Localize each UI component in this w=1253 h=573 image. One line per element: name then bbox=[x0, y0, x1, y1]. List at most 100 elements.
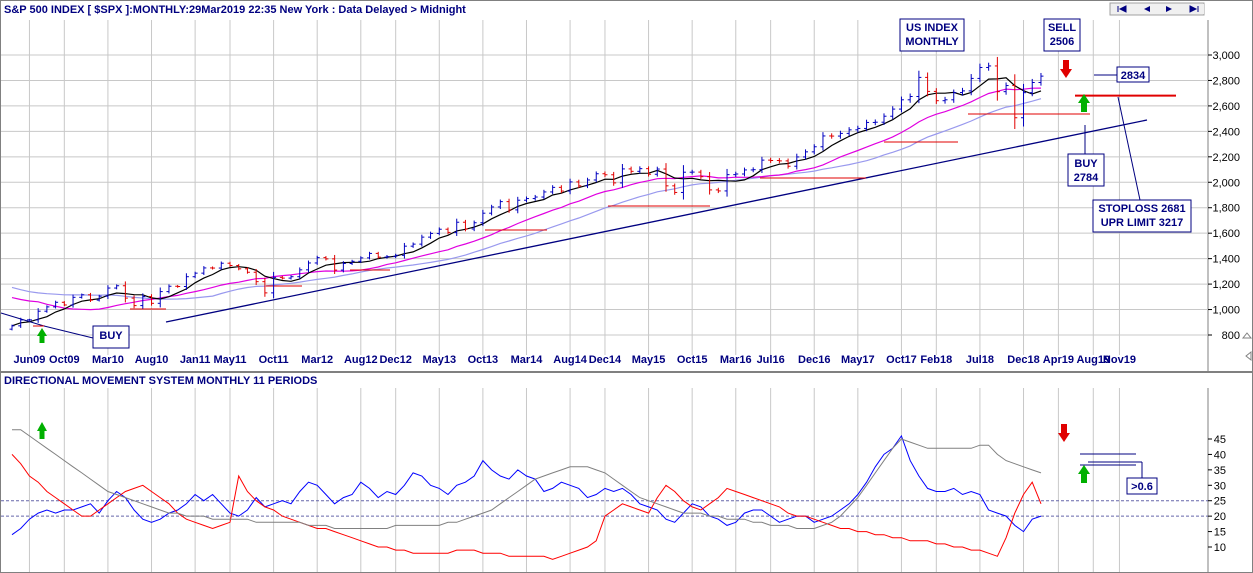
price-bar bbox=[367, 251, 373, 260]
price-bar bbox=[18, 317, 24, 328]
x-tick-label: Aug10 bbox=[135, 354, 169, 366]
price-bar bbox=[768, 157, 774, 163]
price-bar bbox=[942, 96, 948, 104]
price-bar bbox=[611, 171, 617, 186]
price-bar bbox=[977, 63, 983, 83]
price-bar bbox=[70, 294, 76, 308]
price-bar bbox=[951, 89, 957, 103]
price-bar bbox=[166, 284, 172, 294]
chart-title: S&P 500 INDEX [ $SPX ]:MONTHLY:29Mar2019… bbox=[4, 4, 466, 16]
price-bar bbox=[532, 194, 538, 201]
x-tick-label: Jun09 bbox=[14, 354, 46, 366]
price-bar bbox=[803, 149, 809, 160]
price-bar bbox=[149, 294, 155, 306]
price-bar bbox=[140, 293, 146, 309]
price-bar bbox=[305, 260, 311, 273]
price-bar bbox=[811, 144, 817, 155]
x-tick-label: Dec12 bbox=[379, 354, 411, 366]
price-bar bbox=[271, 271, 277, 299]
nav-buttons bbox=[1109, 2, 1205, 16]
price-bar bbox=[183, 273, 189, 290]
scroll-left-arrow-icon[interactable] bbox=[1245, 350, 1252, 362]
stoploss-callout: STOPLOSS 2681 UPR LIMIT 3217 bbox=[1092, 96, 1192, 233]
price-bar bbox=[157, 287, 163, 308]
price-bar bbox=[855, 125, 861, 133]
x-tick-label: Mar12 bbox=[301, 354, 333, 366]
trendlines bbox=[0, 94, 1176, 327]
x-tick-label: May13 bbox=[422, 354, 456, 366]
y-tick-label: 1,600 bbox=[1212, 228, 1240, 240]
price-bar bbox=[959, 87, 965, 96]
price-bar bbox=[462, 219, 468, 232]
prev-page-button[interactable] bbox=[1136, 4, 1156, 14]
sell-arrow-icon bbox=[1060, 60, 1072, 78]
price-bar bbox=[61, 301, 67, 307]
price-bar bbox=[837, 130, 843, 139]
y-tick-label: 2,400 bbox=[1212, 126, 1240, 138]
svg-text:>0.6: >0.6 bbox=[1131, 481, 1153, 493]
price-bar bbox=[192, 271, 198, 279]
price-bar bbox=[480, 209, 486, 227]
x-tick-label: May15 bbox=[632, 354, 666, 366]
price-bars bbox=[9, 56, 1044, 331]
x-tick-label: Oct17 bbox=[886, 354, 917, 366]
price-bar bbox=[410, 242, 416, 248]
price-bar bbox=[1012, 74, 1018, 130]
price-bar bbox=[829, 133, 835, 139]
y-tick-label: 15 bbox=[1214, 527, 1226, 539]
price-bar bbox=[698, 169, 704, 179]
sell-callout: SELL 2506 bbox=[1043, 18, 1081, 52]
price-bar bbox=[218, 261, 224, 270]
price-bar bbox=[1038, 72, 1044, 86]
price-bar bbox=[279, 275, 285, 280]
sma-short-line bbox=[11, 77, 1042, 327]
price-bar bbox=[122, 281, 128, 303]
next-page-button[interactable] bbox=[1160, 4, 1180, 14]
x-tick-label: Apr19 bbox=[1043, 354, 1074, 366]
svg-text:2784: 2784 bbox=[1074, 172, 1099, 184]
first-page-button[interactable] bbox=[1112, 4, 1132, 14]
price-bar bbox=[602, 171, 608, 178]
dmi-buy-arrow-2009-icon bbox=[37, 422, 47, 439]
price-bar bbox=[497, 199, 503, 210]
price-bar bbox=[558, 185, 564, 194]
x-tick-label: Aug12 bbox=[344, 354, 378, 366]
price-bar bbox=[332, 254, 338, 275]
price-bar bbox=[1003, 82, 1009, 95]
y-tick-label: 20 bbox=[1214, 511, 1226, 523]
price-bar bbox=[1021, 83, 1027, 127]
price-bar bbox=[576, 179, 582, 189]
price-bar bbox=[872, 119, 878, 126]
price-bar bbox=[489, 204, 495, 216]
price-bar bbox=[776, 158, 782, 164]
price-bar bbox=[968, 74, 974, 96]
y-tick-label: 35 bbox=[1214, 465, 1226, 477]
price-bar bbox=[288, 275, 294, 280]
buy-2009-callout: BUY bbox=[43, 325, 130, 349]
price-bar bbox=[210, 266, 216, 270]
price-bar bbox=[262, 277, 268, 297]
price-bar bbox=[741, 167, 747, 177]
dmi-sell-arrow-icon bbox=[1058, 424, 1070, 442]
x-tick-label: Oct11 bbox=[259, 354, 289, 366]
sma-long-line bbox=[11, 98, 1042, 300]
price-bar bbox=[890, 106, 896, 120]
x-tick-label: Oct13 bbox=[468, 354, 499, 366]
price-bar bbox=[672, 183, 678, 195]
y-tick-label: 30 bbox=[1214, 480, 1226, 492]
x-tick-label: Feb18 bbox=[920, 354, 952, 366]
x-tick-label: May11 bbox=[213, 354, 246, 366]
last-page-button[interactable] bbox=[1184, 4, 1204, 14]
price-bar bbox=[689, 169, 695, 175]
price-bar bbox=[820, 132, 826, 151]
lower-panel-title: DIRECTIONAL MOVEMENT SYSTEM MONTHLY 11 P… bbox=[4, 375, 317, 387]
dmi-lines bbox=[11, 429, 1042, 560]
y-tick-label: 10 bbox=[1214, 542, 1226, 554]
scroll-up-arrow-icon[interactable] bbox=[1241, 332, 1253, 339]
price-bar bbox=[131, 295, 137, 309]
price-bar bbox=[26, 318, 32, 321]
y-tick-label: 2,800 bbox=[1212, 75, 1240, 87]
buy-2784-callout: BUY 2784 bbox=[1067, 125, 1105, 187]
price-bar bbox=[401, 242, 407, 259]
price-bar bbox=[35, 308, 41, 323]
